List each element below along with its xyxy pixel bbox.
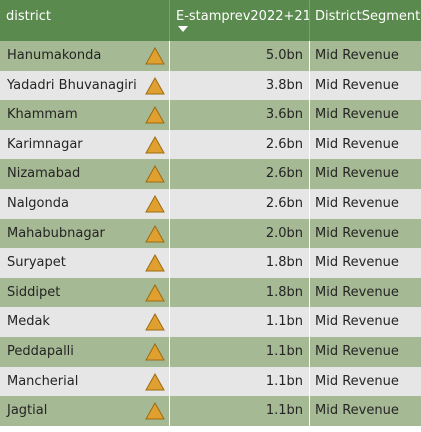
warning-triangle-icon <box>145 372 165 391</box>
column-header-district[interactable]: district <box>6 9 51 24</box>
table-row[interactable]: Siddipet 1.8bn Mid Revenue <box>0 277 421 308</box>
table-row[interactable]: Yadadri Bhuvanagiri 3.8bn Mid Revenue <box>0 70 421 101</box>
stamp-revenue-cell: 1.8bn <box>169 277 309 308</box>
district-cell: Hanumakonda <box>7 48 102 63</box>
warning-triangle-icon <box>145 76 165 95</box>
warning-triangle-icon <box>145 402 165 420</box>
stamp-revenue-cell: 2.6bn <box>169 159 309 189</box>
column-header-segment[interactable]: DistrictSegment <box>309 0 421 41</box>
table-row[interactable]: Nalgonda 2.6bn Mid Revenue <box>0 189 421 219</box>
district-cell: Karimnagar <box>7 136 83 152</box>
stamp-revenue-cell: 2.6bn <box>169 189 309 219</box>
table-row[interactable]: Mahabubnagar 2.0bn Mid Revenue <box>0 218 421 249</box>
district-cell: Jagtial <box>7 403 48 419</box>
stamp-revenue-cell: 3.6bn <box>169 100 309 130</box>
column-header-stamp-revenue[interactable]: E-stamprev2022+21 <box>169 0 311 41</box>
table-row[interactable]: Medak 1.1bn Mid Revenue <box>0 307 421 337</box>
warning-triangle-icon <box>145 224 165 243</box>
warning-triangle-icon <box>145 254 165 272</box>
warning-triangle-icon <box>145 46 165 65</box>
warning-triangle-icon <box>145 194 165 213</box>
segment-cell: Mid Revenue <box>309 396 421 426</box>
segment-cell: Mid Revenue <box>309 248 421 278</box>
district-cell: Yadadri Bhuvanagiri <box>7 77 137 93</box>
table-row[interactable]: Hanumakonda 5.0bn Mid Revenue <box>0 41 421 71</box>
segment-cell: Mid Revenue <box>309 159 421 189</box>
table-row[interactable]: Jagtial 1.1bn Mid Revenue <box>0 396 421 426</box>
stamp-revenue-cell: 2.6bn <box>169 129 309 160</box>
stamp-revenue-cell: 5.0bn <box>169 41 309 71</box>
stamp-revenue-cell: 1.1bn <box>169 307 309 337</box>
segment-cell: Mid Revenue <box>309 307 421 337</box>
segment-cell: Mid Revenue <box>309 218 421 249</box>
segment-cell: Mid Revenue <box>309 41 421 71</box>
district-cell: Peddapalli <box>7 344 74 359</box>
segment-cell: Mid Revenue <box>309 70 421 101</box>
table-row[interactable]: Nizamabad 2.6bn Mid Revenue <box>0 159 421 189</box>
stamp-revenue-cell: 1.1bn <box>169 366 309 397</box>
warning-triangle-icon <box>145 135 165 154</box>
segment-cell: Mid Revenue <box>309 366 421 397</box>
warning-triangle-icon <box>145 313 165 331</box>
table-header: district E-stamprev2022+21 DistrictSegme… <box>0 0 421 41</box>
column-header-stamp-label: E-stamprev2022+21 <box>176 9 311 24</box>
district-cell: Siddipet <box>7 284 61 300</box>
warning-triangle-icon <box>145 283 165 302</box>
table-row[interactable]: Peddapalli 1.1bn Mid Revenue <box>0 337 421 367</box>
district-cell: Khammam <box>7 107 78 123</box>
stamp-revenue-cell: 2.0bn <box>169 218 309 249</box>
district-cell: Nizamabad <box>7 166 81 182</box>
warning-triangle-icon <box>145 342 165 361</box>
stamp-revenue-cell: 3.8bn <box>169 70 309 101</box>
segment-cell: Mid Revenue <box>309 189 421 219</box>
table-row[interactable]: Mancherial 1.1bn Mid Revenue <box>0 366 421 397</box>
district-cell: Mancherial <box>7 373 79 389</box>
segment-cell: Mid Revenue <box>309 277 421 308</box>
stamp-revenue-cell: 1.8bn <box>169 248 309 278</box>
district-cell: Medak <box>7 314 50 330</box>
stamp-revenue-cell: 1.1bn <box>169 337 309 367</box>
segment-cell: Mid Revenue <box>309 337 421 367</box>
warning-triangle-icon <box>145 165 165 183</box>
sort-descending-icon <box>178 26 188 32</box>
district-cell: Nalgonda <box>7 196 69 211</box>
district-cell: Suryapet <box>7 255 66 271</box>
table-row[interactable]: Suryapet 1.8bn Mid Revenue <box>0 248 421 278</box>
warning-triangle-icon <box>145 106 165 124</box>
table-row[interactable]: Khammam 3.6bn Mid Revenue <box>0 100 421 130</box>
district-cell: Mahabubnagar <box>7 225 105 241</box>
table-bottom-border <box>0 426 421 429</box>
segment-cell: Mid Revenue <box>309 100 421 130</box>
stamp-revenue-cell: 1.1bn <box>169 396 309 426</box>
table-row[interactable]: Karimnagar 2.6bn Mid Revenue <box>0 129 421 160</box>
segment-cell: Mid Revenue <box>309 129 421 160</box>
